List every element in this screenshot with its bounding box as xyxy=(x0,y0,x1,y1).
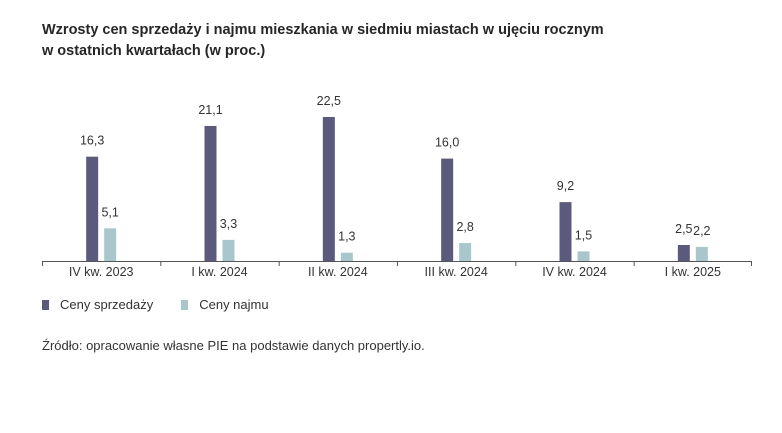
data-label-sales: 16,0 xyxy=(435,136,459,150)
data-label-sales: 22,5 xyxy=(317,94,341,108)
bar-sales xyxy=(441,158,454,261)
legend-item-sales: Ceny sprzedaży xyxy=(42,297,153,312)
data-label-rent: 2,8 xyxy=(456,220,473,234)
legend-swatch-rent xyxy=(181,299,189,310)
legend-item-rent: Ceny najmu xyxy=(181,297,269,312)
bar-sales xyxy=(677,245,690,261)
x-tick-label: I kw. 2024 xyxy=(191,265,247,279)
legend: Ceny sprzedaży Ceny najmu xyxy=(42,297,297,312)
data-label-rent: 2,2 xyxy=(693,224,710,238)
x-tick-label: IV kw. 2023 xyxy=(69,265,134,279)
chart-title-line-1: Wzrosty cen sprzedaży i najmu mieszkania… xyxy=(42,22,604,38)
data-label-sales: 9,2 xyxy=(557,179,574,193)
legend-swatch-sales xyxy=(42,299,49,310)
bar-rent xyxy=(459,243,472,261)
data-label-rent: 5,1 xyxy=(101,205,118,219)
data-label-rent: 1,5 xyxy=(575,228,592,242)
bar-rent xyxy=(222,239,235,261)
x-tick-label: IV kw. 2024 xyxy=(542,265,607,279)
chart-title-line-2: w ostatnich kwartałach (w proc.) xyxy=(42,43,266,59)
bar-sales xyxy=(86,156,99,261)
bar-rent xyxy=(340,252,353,261)
source-note: Źródło: opracowanie własne PIE na podsta… xyxy=(42,338,425,353)
bar-rent xyxy=(695,246,708,261)
bar-chart: IV kw. 2023 16,3 5,1 I kw. 2024 21,1 3,3 II kw… xyxy=(42,94,752,279)
data-label-rent: 1,3 xyxy=(338,230,355,244)
x-tick-label: II kw. 2024 xyxy=(308,265,368,279)
bar-sales xyxy=(559,202,572,261)
bar-sales xyxy=(204,125,217,262)
legend-label-sales: Ceny sprzedaży xyxy=(60,297,154,312)
x-tick-label: III kw. 2024 xyxy=(425,265,488,279)
data-label-rent: 3,3 xyxy=(220,217,237,231)
bar-rent xyxy=(104,228,117,261)
bar-rent xyxy=(577,251,590,261)
chart-title: Wzrosty cen sprzedaży i najmu mieszkania… xyxy=(42,20,662,62)
data-label-sales: 21,1 xyxy=(198,103,222,117)
x-tick-label: I kw. 2025 xyxy=(665,265,721,279)
data-label-sales: 16,3 xyxy=(80,134,104,148)
legend-label-rent: Ceny najmu xyxy=(199,297,269,312)
data-label-sales: 2,5 xyxy=(675,222,692,236)
bar-sales xyxy=(322,117,335,261)
